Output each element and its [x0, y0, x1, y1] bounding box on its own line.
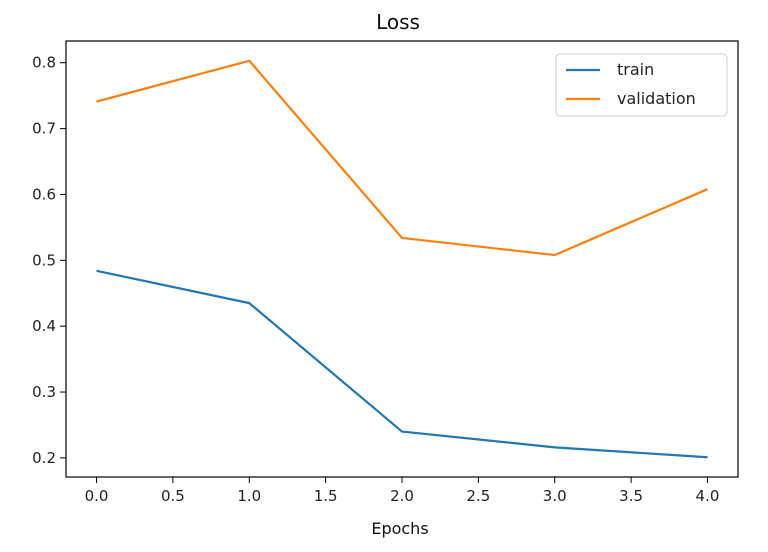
x-tick-label: 2.0 — [390, 487, 414, 505]
x-tick-label: 4.0 — [696, 487, 720, 505]
series-line-validation — [96, 59, 708, 257]
legend: train validation — [555, 53, 728, 117]
y-tick-label: 0.8 — [32, 54, 56, 72]
y-tick-label: 0.7 — [32, 120, 56, 138]
y-axis-ticks: 0.2 0.3 0.4 0.5 0.6 0.7 0.8 — [32, 54, 66, 467]
x-tick-label: 2.5 — [466, 487, 490, 505]
x-tick-label: 1.0 — [237, 487, 261, 505]
x-axis-label: Epochs — [371, 519, 428, 538]
x-tick-label: 0.0 — [85, 487, 109, 505]
legend-label-validation: validation — [617, 89, 696, 108]
x-tick-label: 3.0 — [543, 487, 567, 505]
series-line-train — [96, 269, 708, 459]
legend-label-train: train — [617, 60, 654, 79]
x-tick-label: 1.5 — [314, 487, 338, 505]
y-tick-label: 0.4 — [32, 317, 56, 335]
y-tick-label: 0.3 — [32, 383, 56, 401]
y-tick-label: 0.6 — [32, 185, 56, 203]
x-axis-ticks: 0.0 0.5 1.0 1.5 2.0 2.5 3.0 3.5 4.0 — [85, 477, 720, 505]
x-tick-label: 0.5 — [161, 487, 185, 505]
y-tick-label: 0.2 — [32, 449, 56, 467]
chart-title: Loss — [376, 10, 420, 34]
x-tick-label: 3.5 — [619, 487, 643, 505]
y-tick-label: 0.5 — [32, 251, 56, 269]
series-lines — [96, 59, 708, 459]
